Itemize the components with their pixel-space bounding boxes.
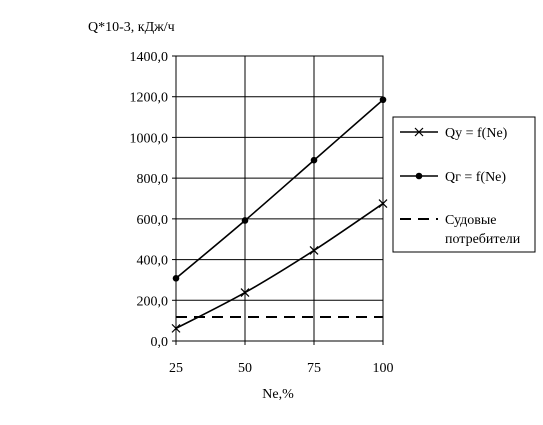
series-1: [171, 199, 388, 333]
data-point: [309, 245, 319, 255]
marker-stroke: [240, 288, 250, 297]
series-group: [171, 96, 388, 333]
x-tick-label: 75: [307, 361, 321, 376]
x-tick-label: 100: [373, 361, 394, 376]
marker-stroke: [171, 323, 181, 333]
series-line: [175, 99, 384, 279]
legend-label: Qг = f(Ne): [445, 170, 506, 185]
series-line: [175, 202, 384, 330]
legend-label-line: потребители: [445, 232, 521, 247]
series-2: [172, 96, 387, 282]
y-tick-label: 1000,0: [130, 131, 169, 146]
marker-stroke: [414, 127, 424, 137]
legend-box: [392, 116, 536, 253]
marker-stroke: [309, 245, 319, 255]
y-tick-label: 0,0: [151, 335, 169, 350]
plot-area: [172, 55, 384, 345]
data-point: [310, 156, 318, 164]
marker-stroke: [378, 199, 388, 209]
legend-item: Qг = f(Ne): [400, 170, 506, 185]
y-axis-title: Q*10-3, кДж/ч: [88, 20, 175, 35]
plot-frame: [175, 55, 384, 342]
data-point: [378, 199, 388, 209]
legend-item: Судовые потребители: [400, 213, 521, 247]
data-point: [241, 217, 249, 224]
legend-label-line: Судовые: [445, 213, 496, 228]
legend-marker: [415, 172, 423, 180]
y-tick-label: 1200,0: [130, 91, 169, 106]
x-tick-label: 50: [238, 361, 252, 376]
legend: Qу = f(Ne) Qг = f(Ne) Судовые потребители: [392, 116, 536, 253]
data-point: [172, 275, 180, 282]
y-tick-labels: 0,0 200,0 400,0 600,0 800,0 1000,0 1200,0 1400,…: [130, 50, 169, 350]
y-tick-label: 600,0: [137, 213, 169, 228]
y-tick-label: 200,0: [137, 294, 169, 309]
legend-marker: [414, 127, 424, 137]
x-axis-title: Ne,%: [262, 387, 294, 402]
legend-item: Qу = f(Ne): [400, 126, 508, 141]
y-tick-label: 800,0: [137, 172, 169, 187]
data-point: [171, 323, 181, 333]
y-tick-label: 400,0: [137, 254, 169, 269]
data-point: [379, 96, 387, 104]
x-tick-label: 25: [169, 361, 183, 376]
x-tick-labels: 25 50 75 100: [169, 361, 394, 376]
legend-label: Qу = f(Ne): [445, 126, 508, 141]
legend-label: Судовые потребители: [445, 213, 521, 247]
y-tick-label: 1400,0: [130, 50, 169, 65]
data-point: [240, 288, 250, 297]
